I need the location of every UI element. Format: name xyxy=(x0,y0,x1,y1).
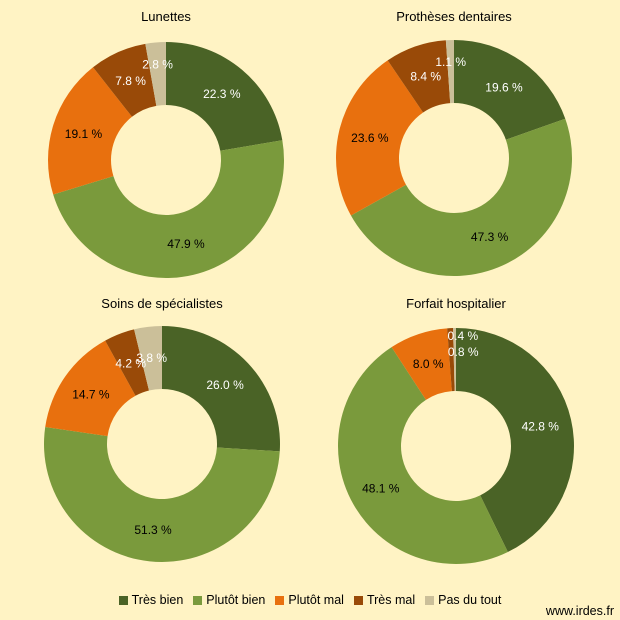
slice-1 xyxy=(162,326,280,452)
data-label-2: 47.9 % xyxy=(167,237,205,251)
data-label-1: 22.3 % xyxy=(203,87,241,101)
legend-label: Pas du tout xyxy=(438,593,502,607)
data-label-4: 7.8 % xyxy=(115,74,146,88)
data-label-5: 2.8 % xyxy=(142,57,173,71)
source-credit: www.irdes.fr xyxy=(545,604,614,618)
data-label-4: 4.2 % xyxy=(115,356,146,370)
slice-5 xyxy=(445,40,454,104)
legend-swatch xyxy=(275,595,285,605)
slice-2 xyxy=(350,118,572,277)
legend-label: Plutôt mal xyxy=(288,593,344,607)
data-label-2: 48.1 % xyxy=(362,482,400,496)
donut-chart-4: Forfait hospitalier 42.8 % 48.1 % 8.0 % 0.8 … xyxy=(338,296,574,564)
slice-4 xyxy=(387,40,451,113)
data-label-4: 0.8 % xyxy=(448,345,479,359)
slice-2 xyxy=(338,347,508,564)
charts-area: Lunettes 22.3 % 47.9 % 19.1 % 7.8 % 2.8 % Prot… xyxy=(43,9,574,564)
slice-2 xyxy=(53,140,285,279)
slice-4 xyxy=(93,43,157,117)
legend-swatch xyxy=(353,595,363,605)
data-label-4: 8.4 % xyxy=(410,69,441,83)
data-label-2: 51.3 % xyxy=(134,523,172,537)
legend-label: Plutôt bien xyxy=(206,593,266,607)
data-label-1: 19.6 % xyxy=(485,80,523,94)
slice-3 xyxy=(391,328,452,400)
chart-title: Soins de spécialistes xyxy=(101,296,223,311)
donut-chart-2: Prothèses dentaires 19.6 % 47.3 % 23.6 % 8.4… xyxy=(336,9,572,277)
chart-title: Lunettes xyxy=(141,9,191,24)
chart-title: Prothèses dentaires xyxy=(396,9,512,24)
data-label-3: 14.7 % xyxy=(72,388,110,402)
slice-3 xyxy=(45,340,136,437)
donut-chart-1: Lunettes 22.3 % 47.9 % 19.1 % 7.8 % 2.8 % xyxy=(48,9,285,279)
donut-chart-3: Soins de spécialistes 26.0 % 51.3 % 14.7 % 4… xyxy=(43,296,280,563)
legend-swatch xyxy=(193,595,203,605)
legend-item: Plutôt bien xyxy=(193,593,265,607)
slice-4 xyxy=(447,328,455,392)
legend-item: Très mal xyxy=(353,593,416,607)
legend-label: Très mal xyxy=(366,593,416,607)
data-label-3: 8.0 % xyxy=(413,357,444,371)
legend-item: Pas du tout xyxy=(425,593,501,607)
slice-1 xyxy=(166,42,283,151)
data-label-3: 23.6 % xyxy=(351,131,389,145)
data-label-5: 1.1 % xyxy=(435,55,466,69)
legend: Très bien Plutôt bien Plutôt mal Très mal Pa… xyxy=(0,593,620,607)
slice-5 xyxy=(134,326,162,391)
legend-label: Très bien xyxy=(131,593,184,607)
slice-5 xyxy=(453,328,456,392)
slice-1 xyxy=(454,40,566,140)
data-label-5: 3.8 % xyxy=(136,351,167,365)
legend-item: Plutôt mal xyxy=(275,593,344,607)
slice-1 xyxy=(456,328,574,552)
legend-swatch xyxy=(118,595,128,605)
slice-4 xyxy=(105,329,149,396)
slice-3 xyxy=(336,60,424,216)
legend-item: Très bien xyxy=(118,593,184,607)
data-label-1: 26.0 % xyxy=(206,378,244,392)
data-label-1: 42.8 % xyxy=(522,419,560,433)
data-label-2: 47.3 % xyxy=(471,230,509,244)
slice-3 xyxy=(48,67,132,195)
slice-5 xyxy=(145,42,166,106)
data-label-5: 0.4 % xyxy=(447,329,478,343)
chart-title: Forfait hospitalier xyxy=(406,296,506,311)
legend-swatch xyxy=(425,595,435,605)
slice-2 xyxy=(43,427,280,563)
data-label-3: 19.1 % xyxy=(65,127,103,141)
